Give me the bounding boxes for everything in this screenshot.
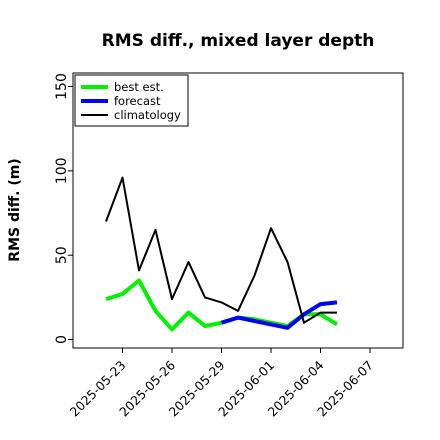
series-line-climatology xyxy=(105,176,337,324)
y-axis-label: RMS diff. (m) xyxy=(7,158,23,261)
plot-frame xyxy=(72,72,404,349)
y-tick-label: 100 xyxy=(54,157,70,184)
y-tick-label: 50 xyxy=(54,246,70,264)
chart-title: RMS diff., mixed layer depth xyxy=(102,31,375,51)
y-tick-label: 0 xyxy=(54,335,70,344)
series-lines xyxy=(105,176,339,332)
legend-label: forecast xyxy=(114,94,161,108)
y-tick-label: 150 xyxy=(54,73,70,100)
legend-label: best est. xyxy=(114,80,164,94)
legend-label: climatology xyxy=(114,108,181,122)
series-line-forecast xyxy=(220,300,338,330)
